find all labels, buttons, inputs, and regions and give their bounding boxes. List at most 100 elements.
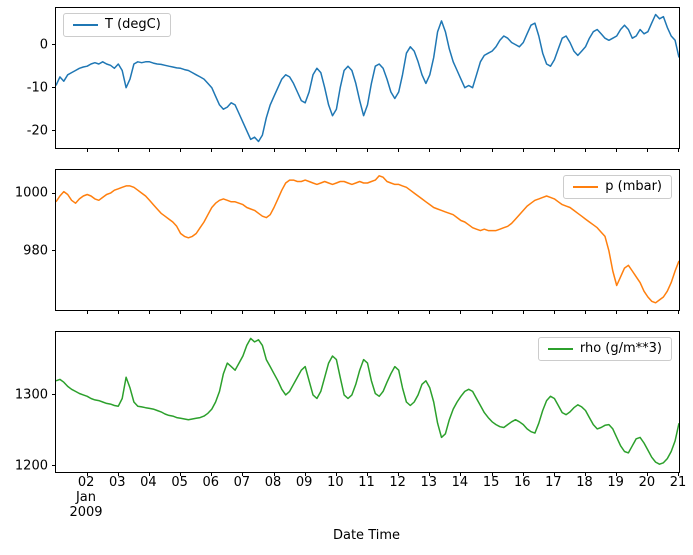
x-tick-mark xyxy=(180,148,182,152)
x-tick-mark xyxy=(491,472,493,476)
density-panel: rho (g/m**3) 1300 1200 xyxy=(15,331,680,476)
x-tick-mark xyxy=(678,472,679,476)
x-tick-mark xyxy=(273,148,275,152)
y-tick-mark xyxy=(52,465,56,467)
x-tick-mark xyxy=(429,310,431,314)
x-tick-mark xyxy=(647,148,649,152)
x-tick-mark xyxy=(585,148,587,152)
x-tick-mark xyxy=(117,472,119,476)
x-tick-label: 20 xyxy=(638,475,656,490)
y-tick-mark xyxy=(52,250,56,252)
x-tick-mark xyxy=(86,148,88,152)
x-tick-mark xyxy=(211,310,213,314)
x-tick-label: 12 xyxy=(389,475,406,490)
pressure-panel: p (mbar) 1000 980 xyxy=(15,169,680,314)
y-tick-label: 1300 xyxy=(14,387,48,403)
x-tick-label: 06 xyxy=(202,475,220,490)
y-tick-mark xyxy=(52,394,56,396)
x-tick-mark xyxy=(491,148,493,152)
x-tick-mark xyxy=(585,472,587,476)
x-tick-label: 17 xyxy=(545,475,562,490)
x-tick-mark xyxy=(273,472,275,476)
x-tick-mark xyxy=(553,148,555,152)
x-tick-mark xyxy=(585,310,587,314)
x-tick-mark xyxy=(304,148,306,152)
temperature-legend-label: T (degC) xyxy=(105,17,161,32)
density-plot-area xyxy=(56,337,679,465)
x-tick-mark xyxy=(678,148,679,152)
y-tick-label: 0 xyxy=(39,37,48,53)
x-tick-label: 14 xyxy=(451,475,469,490)
x-tick-mark xyxy=(460,148,462,152)
x-tick-mark xyxy=(117,310,119,314)
x-tick-label: 10 xyxy=(327,475,344,490)
x-tick-label: 08 xyxy=(264,475,282,490)
x-tick-mark xyxy=(647,472,649,476)
pressure-legend: p (mbar) xyxy=(563,175,672,199)
year-label: 2009 xyxy=(69,505,103,520)
y-tick-label: 1000 xyxy=(14,185,48,201)
y-tick-mark xyxy=(52,192,56,194)
x-tick-mark xyxy=(429,472,431,476)
x-tick-mark xyxy=(304,472,306,476)
x-tick-mark xyxy=(616,310,618,314)
density-legend-line-icon xyxy=(547,348,573,350)
pressure-legend-label: p (mbar) xyxy=(605,179,662,194)
x-tick-mark xyxy=(398,148,400,152)
x-tick-mark xyxy=(148,472,150,476)
y-tick-mark xyxy=(52,44,56,46)
x-tick-label: 18 xyxy=(576,475,593,490)
y-tick-label: 980 xyxy=(23,243,48,259)
x-tick-mark xyxy=(304,310,306,314)
x-tick-mark xyxy=(242,148,244,152)
x-tick-mark xyxy=(616,148,618,152)
y-tick-label: -10 xyxy=(26,80,48,96)
x-tick-label: 05 xyxy=(171,475,188,490)
density-legend-label: rho (g/m**3) xyxy=(579,341,662,356)
x-tick-mark xyxy=(86,472,88,476)
temperature-plot-area xyxy=(56,13,679,143)
y-tick-mark xyxy=(52,87,56,89)
y-tick-label: 1200 xyxy=(14,458,48,474)
month-label: Jan xyxy=(75,490,97,505)
temperature-legend-line-icon xyxy=(73,24,98,26)
x-tick-mark xyxy=(367,148,368,152)
x-tick-mark xyxy=(211,148,213,152)
temperature-legend: T (degC) xyxy=(63,13,171,37)
x-tick-label: 03 xyxy=(109,475,126,490)
pressure-legend-line-icon xyxy=(573,186,599,188)
x-tick-label: 02 xyxy=(77,475,95,490)
x-tick-mark xyxy=(616,472,618,476)
x-tick-mark xyxy=(180,472,182,476)
x-tick-mark xyxy=(678,310,679,314)
x-tick-mark xyxy=(460,472,462,476)
x-tick-mark xyxy=(335,472,337,476)
x-tick-mark xyxy=(522,472,524,476)
x-tick-mark xyxy=(647,310,649,314)
x-axis-tick-labels: 02 03 04 05 06 07 08 09 10 11 12 13 14 15 16 17 18 19 20 21 xyxy=(55,475,686,491)
x-tick-mark xyxy=(398,310,400,314)
x-tick-mark xyxy=(398,472,400,476)
x-tick-mark xyxy=(117,148,119,152)
y-tick-mark xyxy=(52,130,56,132)
x-tick-label: 09 xyxy=(295,475,313,490)
x-tick-label: 04 xyxy=(140,475,157,490)
pressure-series-line xyxy=(56,175,679,304)
x-tick-mark xyxy=(553,472,555,476)
x-tick-label: 07 xyxy=(233,475,251,490)
x-tick-label: 11 xyxy=(358,475,375,490)
x-tick-mark xyxy=(367,472,368,476)
x-tick-mark xyxy=(273,310,275,314)
x-tick-mark xyxy=(335,310,337,314)
x-tick-mark xyxy=(460,310,462,314)
density-legend: rho (g/m**3) xyxy=(537,337,672,361)
x-tick-mark xyxy=(148,148,150,152)
x-tick-mark xyxy=(86,310,88,314)
pressure-plot-area xyxy=(56,175,679,304)
x-tick-label: 16 xyxy=(513,475,531,490)
x-tick-mark xyxy=(491,310,493,314)
y-tick-label: -20 xyxy=(26,123,48,139)
x-tick-label: 13 xyxy=(420,475,438,490)
x-tick-mark xyxy=(148,310,150,314)
